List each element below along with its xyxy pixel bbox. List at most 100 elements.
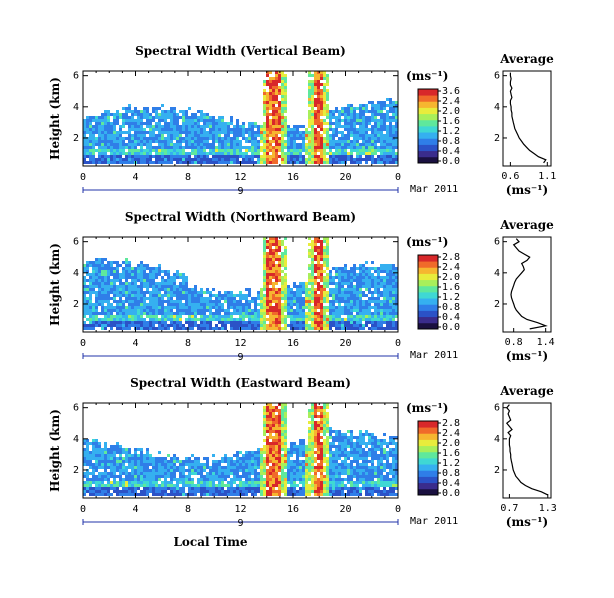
heatmap-cell	[299, 318, 302, 321]
heatmap-cell	[374, 161, 377, 164]
heatmap-cell	[389, 327, 392, 330]
heatmap-cell	[86, 306, 89, 309]
heatmap-cell	[326, 327, 329, 330]
heatmap-cell	[131, 276, 134, 279]
heatmap-cell	[341, 146, 344, 149]
heatmap-cell	[269, 258, 272, 261]
heatmap-cell	[236, 490, 239, 493]
heatmap-cell	[131, 161, 134, 164]
heatmap-cell	[161, 472, 164, 475]
heatmap-cell	[221, 475, 224, 478]
heatmap-cell	[110, 318, 113, 321]
heatmap-cell	[323, 291, 326, 294]
heatmap-cell	[359, 303, 362, 306]
heatmap-cell	[128, 158, 131, 161]
heatmap-cell	[338, 119, 341, 122]
heatmap-cell	[374, 309, 377, 312]
heatmap-cell	[341, 318, 344, 321]
heatmap-cell	[239, 140, 242, 143]
heatmap-cell	[185, 327, 188, 330]
heatmap-cell	[131, 134, 134, 137]
heatmap-cell	[209, 294, 212, 297]
heatmap-cell	[326, 255, 329, 258]
heatmap-cell	[266, 119, 269, 122]
heatmap-cell	[281, 315, 284, 318]
heatmap-cell	[152, 294, 155, 297]
heatmap-cell	[380, 149, 383, 152]
heatmap-cell	[194, 309, 197, 312]
heatmap-cell	[188, 158, 191, 161]
heatmap-cell	[236, 158, 239, 161]
heatmap-cell	[368, 119, 371, 122]
heatmap-cell	[389, 149, 392, 152]
heatmap-cell	[272, 80, 275, 83]
heatmap-cell	[251, 158, 254, 161]
heatmap-cell	[215, 122, 218, 125]
heatmap-cell	[227, 128, 230, 131]
heatmap-cell	[125, 143, 128, 146]
heatmap-cell	[392, 134, 395, 137]
heatmap-cell	[275, 267, 278, 270]
heatmap-cell	[344, 137, 347, 140]
heatmap-cell	[152, 119, 155, 122]
heatmap-cell	[326, 128, 329, 131]
heatmap-cell	[203, 113, 206, 116]
heatmap-cell	[245, 161, 248, 164]
heatmap-cell	[107, 264, 110, 267]
heatmap-cell	[380, 113, 383, 116]
heatmap-cell	[113, 282, 116, 285]
heatmap-cell	[293, 312, 296, 315]
heatmap-cell	[107, 116, 110, 119]
heatmap-cell	[89, 457, 92, 460]
heatmap-cell	[344, 291, 347, 294]
heatmap-cell	[83, 457, 86, 460]
heatmap-cell	[182, 291, 185, 294]
heatmap-cell	[86, 273, 89, 276]
heatmap-cell	[257, 321, 260, 324]
heatmap-cell	[278, 110, 281, 113]
heatmap-cell	[263, 406, 266, 409]
heatmap-cell	[203, 306, 206, 309]
heatmap-cell	[104, 321, 107, 324]
heatmap-cell	[179, 475, 182, 478]
heatmap-cell	[134, 276, 137, 279]
heatmap-cell	[266, 113, 269, 116]
heatmap-cell	[272, 264, 275, 267]
heatmap-cell	[95, 457, 98, 460]
heatmap-cell	[128, 460, 131, 463]
heatmap-cell	[323, 288, 326, 291]
heatmap-cell	[161, 324, 164, 327]
heatmap-cell	[266, 146, 269, 149]
heatmap-cell	[272, 161, 275, 164]
heatmap-cell	[341, 155, 344, 158]
heatmap-cell	[185, 134, 188, 137]
heatmap-cell	[116, 110, 119, 113]
heatmap-cell	[281, 125, 284, 128]
heatmap-cell	[299, 125, 302, 128]
heatmap-cell	[356, 315, 359, 318]
heatmap-cell	[176, 315, 179, 318]
heatmap-cell	[83, 137, 86, 140]
heatmap-cell	[245, 312, 248, 315]
heatmap-cell	[164, 155, 167, 158]
heatmap-cell	[188, 119, 191, 122]
heatmap-cell	[152, 478, 155, 481]
heatmap-cell	[152, 128, 155, 131]
heatmap-cell	[377, 122, 380, 125]
heatmap-cell	[389, 312, 392, 315]
heatmap-cell	[116, 267, 119, 270]
heatmap-cell	[251, 484, 254, 487]
heatmap-cell	[239, 457, 242, 460]
heatmap-cell	[185, 128, 188, 131]
heatmap-cell	[314, 309, 317, 312]
heatmap-cell	[260, 490, 263, 493]
heatmap-cell	[227, 149, 230, 152]
heatmap-cell	[326, 300, 329, 303]
heatmap-cell	[389, 122, 392, 125]
heatmap-cell	[347, 155, 350, 158]
heatmap-cell	[317, 86, 320, 89]
heatmap-cell	[149, 134, 152, 137]
heatmap-cell	[284, 140, 287, 143]
heatmap-cell	[248, 451, 251, 454]
heatmap-cell	[98, 131, 101, 134]
